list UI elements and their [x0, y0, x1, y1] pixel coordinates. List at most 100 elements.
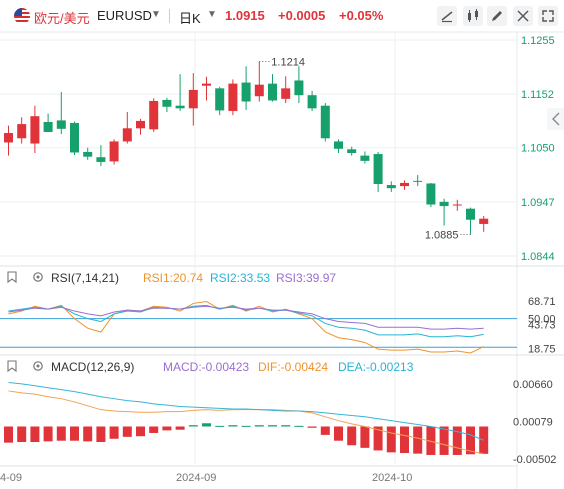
rsi3-legend: RSI3:39.97: [276, 271, 336, 285]
price-change-pct: +0.05%: [339, 8, 384, 23]
rsi-legend: RSI(7,14,21) RSI1:20.74 RSI2:33.53 RSI3:…: [7, 271, 336, 285]
candle-body: [334, 141, 343, 149]
macd-bar: [30, 426, 40, 443]
rsi-line-rsi2: [8, 304, 484, 338]
gear-icon[interactable]: [33, 361, 43, 371]
eye-icon[interactable]: [7, 271, 17, 284]
compare-tool-button[interactable]: [463, 6, 483, 26]
candle-body: [175, 105, 185, 109]
macd-bar: [452, 426, 462, 455]
candle-body: [466, 208, 475, 220]
low-annotation: 1.0885: [425, 229, 459, 241]
macd-bar: [281, 425, 291, 427]
macd-legend: MACD(12,26,9) MACD:-0.00423 DIF:-0.00424…: [7, 360, 414, 374]
quote-header: 欧元/美元 EURUSD ▼ 日K ▼ 1.0915 +0.0005 +0.05…: [0, 0, 564, 32]
rsi1-legend: RSI1:20.74: [143, 271, 203, 285]
dea-line: [8, 382, 484, 441]
indicator-tool-button[interactable]: [437, 6, 457, 26]
macd-bar: [307, 426, 317, 428]
candle-body: [17, 124, 27, 139]
candle-body: [162, 99, 172, 107]
macd-bar: [373, 426, 383, 451]
high-annotation: 1.1214: [271, 57, 305, 69]
candle-body: [188, 89, 198, 109]
macd-bar: [122, 426, 132, 437]
rsi-tick-label: 68.71: [528, 296, 556, 308]
candle-body: [426, 183, 436, 205]
expand-icon: [542, 10, 554, 22]
candle-body: [202, 83, 211, 86]
time-axis: 4-09 2024-09 2024-10: [0, 472, 412, 484]
candle-body: [479, 218, 489, 224]
gear-icon[interactable]: [33, 272, 43, 282]
macd-bar: [109, 426, 119, 439]
candle-body: [294, 80, 304, 96]
macd-bar: [17, 426, 27, 443]
candle-body: [452, 204, 462, 206]
price-tick-label: 1.0947: [521, 197, 555, 209]
macd-bar: [4, 426, 13, 443]
candle-body: [96, 157, 106, 162]
price-annotations: 1.1214 1.0885: [259, 57, 471, 241]
price-tick-label: 1.1050: [521, 143, 555, 155]
macd-bar: [439, 426, 449, 455]
macd-bar: [466, 426, 475, 455]
eye-icon[interactable]: [7, 360, 17, 373]
macd-bar: [56, 426, 66, 441]
candle-body: [122, 128, 132, 142]
candle-body: [109, 141, 119, 162]
candle-body: [215, 88, 225, 111]
macd-bar: [188, 425, 198, 427]
price-tick-label: 1.1152: [521, 89, 554, 101]
period-caret-icon[interactable]: ▼: [207, 9, 217, 20]
macd-bar: [136, 426, 145, 437]
macd-bar: [70, 426, 79, 441]
macd-lines: [8, 382, 484, 455]
settings-tool-button[interactable]: [513, 6, 533, 26]
macd-bar: [400, 426, 409, 454]
candle-body: [4, 133, 13, 143]
macd-bar: [268, 425, 277, 427]
macd-histogram: [4, 423, 489, 455]
period-selector[interactable]: 日K: [179, 11, 201, 26]
us-flag-icon: [14, 8, 30, 24]
symbol-caret-icon[interactable]: ▼: [151, 9, 161, 20]
candle-body: [413, 180, 423, 182]
macd-bar: [426, 426, 436, 455]
rsi-tick-label: 18.75: [528, 343, 556, 355]
rsi-series: [8, 301, 484, 354]
fullscreen-button[interactable]: [538, 6, 558, 26]
candle-body: [320, 105, 330, 139]
price-axis: 1.1255 1.1152 1.1050 1.0947 1.0844: [521, 35, 555, 263]
macd-tick-label: -0.00502: [513, 454, 556, 466]
side-toggle-button[interactable]: [547, 108, 564, 130]
macd-bar: [175, 426, 185, 430]
macd-title: MACD(12,26,9): [51, 360, 134, 374]
macd-tick-label: 0.00079: [513, 416, 553, 428]
macd-bar: [386, 426, 396, 453]
time-label-left: 4-09: [0, 472, 22, 484]
candle-body: [70, 123, 79, 153]
draw-tool-button[interactable]: [487, 6, 507, 26]
candle-body: [268, 83, 277, 101]
header-divider: [169, 9, 170, 23]
rsi-reference-lines: [0, 318, 517, 348]
macd-bar: [215, 425, 225, 427]
candle-body: [43, 121, 53, 132]
candle-body: [136, 120, 145, 129]
time-label-oct: 2024-10: [372, 472, 412, 484]
macd-bar: [360, 426, 370, 448]
candle-body: [56, 120, 66, 129]
macd-bar: [228, 425, 238, 427]
macd-bar: [320, 426, 330, 435]
candle-body: [360, 155, 370, 161]
macd-bar: [43, 426, 53, 442]
candle-body: [241, 82, 251, 102]
rsi-tick-label: 43.73: [528, 320, 556, 332]
chevron-left-icon: [552, 112, 560, 126]
rsi-line-rsi1: [8, 301, 484, 354]
symbol-selector[interactable]: EURUSD: [97, 8, 152, 23]
rsi-tick-label: 50.00: [528, 314, 556, 326]
